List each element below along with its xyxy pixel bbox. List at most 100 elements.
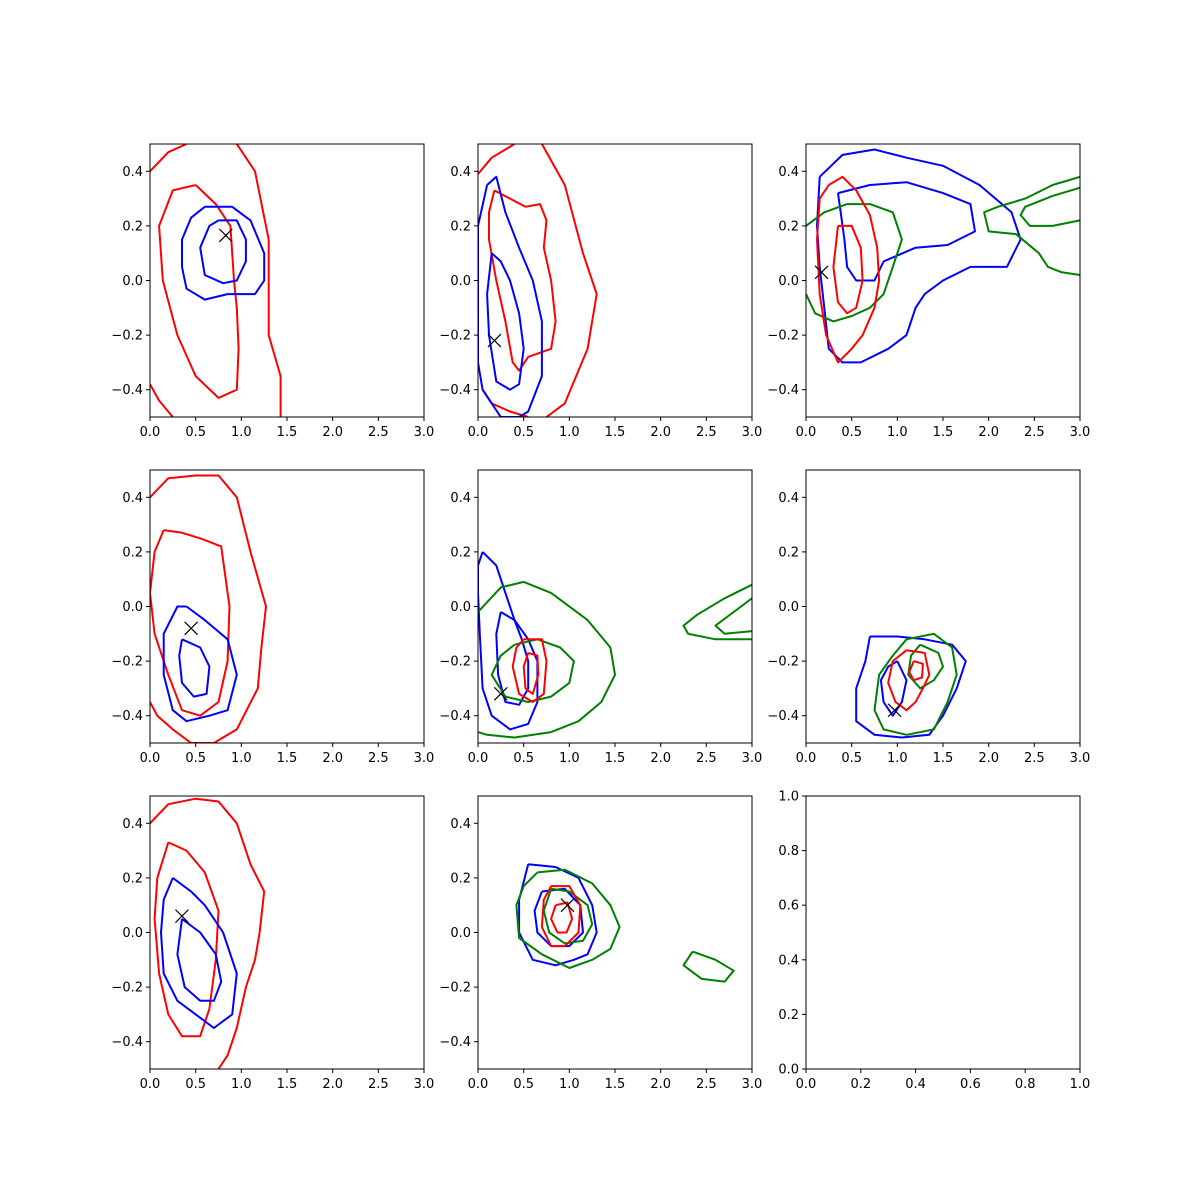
- x-tick-label: 1.5: [933, 751, 954, 766]
- y-tick-label: −0.2: [111, 329, 143, 344]
- x-marker: [887, 703, 902, 718]
- subplot-7: 0.0 0.5 1.0 1.5 2.0 2.5 3.0 −0.4 −0.2 0.0 0.2 0.4: [111, 795, 434, 1092]
- y-tick-label: 0.2: [778, 1008, 799, 1023]
- contour-line-3: [478, 580, 616, 739]
- x-tick-label: 1.5: [933, 425, 954, 440]
- y-tick-label: −0.2: [111, 981, 143, 996]
- axes-frame: [149, 143, 425, 418]
- x-tick-label: 2.5: [696, 1077, 717, 1092]
- x-tick-label: 2.0: [322, 425, 343, 440]
- contour-group: [855, 632, 967, 739]
- x-tick-label: 0.5: [841, 425, 862, 440]
- contour-group: [515, 863, 735, 983]
- x-tick-label: 3.0: [1070, 425, 1091, 440]
- contour-line-4: [176, 918, 223, 1002]
- y-tick-label: −0.2: [767, 655, 799, 670]
- contour-line-1: [150, 144, 187, 172]
- y-tick-label: 0.2: [450, 871, 471, 886]
- contour-line-4: [490, 638, 575, 703]
- contour-line-5: [887, 649, 931, 712]
- y-tick-label: 0.4: [122, 491, 143, 506]
- y-tick-label: −0.2: [111, 655, 143, 670]
- contour-line-2: [150, 529, 231, 717]
- y-tick-label: 1.0: [778, 790, 799, 805]
- y-tick-label: 0.0: [122, 600, 143, 615]
- subplot-3: 0.0 0.5 1.0 1.5 2.0 2.5 3.0 −0.4 −0.2 0.0 0.2 0.4: [767, 143, 1091, 440]
- contour-line-2: [837, 181, 976, 282]
- y-tick-label: −0.4: [111, 1035, 143, 1050]
- x-tick-label: 2.0: [322, 751, 343, 766]
- subplot-8: 0.0 0.5 1.0 1.5 2.0 2.5 3.0 −0.4 −0.2 0.0 0.2 0.4: [439, 795, 762, 1092]
- x-tick-label: 1.0: [1070, 1077, 1091, 1092]
- x-marker: [560, 898, 575, 913]
- contour-line-6: [199, 219, 247, 285]
- x-marker: [184, 621, 199, 636]
- y-tick-label: −0.4: [439, 709, 471, 724]
- y-tick-label: −0.4: [767, 383, 799, 398]
- x-tick-label: 0.0: [796, 1077, 817, 1092]
- x-tick-label: 3.0: [742, 425, 763, 440]
- y-tick-label: 0.0: [778, 1063, 799, 1078]
- x-tick-label: 2.0: [650, 425, 671, 440]
- x-tick-label: 2.5: [1024, 425, 1045, 440]
- x-marker: [814, 265, 829, 280]
- y-tick-label: 0.2: [450, 545, 471, 560]
- contour-line-3: [873, 632, 958, 736]
- contour-line-1: [478, 551, 539, 731]
- contour-group: [478, 551, 752, 739]
- subplot-5: 0.0 0.5 1.0 1.5 2.0 2.5 3.0 −0.4 −0.2 0.0 0.2 0.4: [439, 469, 762, 766]
- contour-line-4: [907, 643, 944, 690]
- contour-line-1: [816, 148, 1022, 364]
- x-tick-label: 2.0: [650, 751, 671, 766]
- y-tick-label: 0.2: [122, 871, 143, 886]
- y-tick-label: 0.6: [778, 899, 799, 914]
- contour-line-2: [879, 660, 908, 717]
- x-tick-label: 1.0: [559, 751, 580, 766]
- x-tick-label: 3.0: [414, 751, 435, 766]
- x-tick-label: 1.5: [605, 1077, 626, 1092]
- x-tick-label: 3.0: [414, 425, 435, 440]
- contour-line-7: [832, 224, 864, 315]
- x-tick-label: 2.5: [696, 425, 717, 440]
- contour-line-3: [806, 203, 903, 323]
- x-tick-label: 1.0: [231, 425, 252, 440]
- y-tick-label: 0.0: [450, 274, 471, 289]
- axes-frame: [149, 795, 425, 1070]
- contour-line-5: [682, 950, 735, 983]
- x-tick-label: 2.5: [368, 751, 389, 766]
- y-tick-label: 0.0: [122, 274, 143, 289]
- y-tick-label: 0.4: [450, 491, 471, 506]
- contour-line-2: [541, 144, 598, 417]
- y-tick-label: −0.2: [439, 981, 471, 996]
- x-tick-label: 1.0: [559, 425, 580, 440]
- axes-frame: [805, 795, 1081, 1070]
- x-tick-label: 1.5: [277, 425, 298, 440]
- x-tick-label: 1.0: [231, 1077, 252, 1092]
- y-tick-label: −0.4: [439, 1035, 471, 1050]
- y-tick-label: −0.2: [767, 329, 799, 344]
- x-tick-label: 1.0: [231, 751, 252, 766]
- x-tick-label: 0.5: [185, 1077, 206, 1092]
- y-tick-label: 0.4: [778, 491, 799, 506]
- y-tick-label: −0.4: [439, 383, 471, 398]
- y-tick-label: 0.0: [778, 600, 799, 615]
- contour-line-7: [511, 638, 548, 703]
- subplot-6: 0.0 0.5 1.0 1.5 2.0 2.5 3.0 −0.4 −0.2 0.0 0.2 0.4: [767, 469, 1090, 766]
- x-tick-label: 0.0: [796, 425, 817, 440]
- contour-line-4: [488, 189, 557, 372]
- x-tick-label: 1.5: [277, 1077, 298, 1092]
- contour-line-6: [714, 597, 752, 635]
- x-tick-label: 1.0: [887, 425, 908, 440]
- y-tick-label: 0.0: [778, 274, 799, 289]
- x-tick-label: 2.0: [322, 1077, 343, 1092]
- y-tick-label: 0.4: [450, 817, 471, 832]
- contour-line-6: [816, 175, 881, 364]
- x-tick-label: 0.2: [850, 1077, 871, 1092]
- axes-frame: [477, 143, 753, 418]
- y-tick-label: 0.4: [778, 953, 799, 968]
- x-tick-label: 0.5: [513, 425, 534, 440]
- x-tick-label: 0.6: [960, 1077, 981, 1092]
- y-tick-label: 0.0: [450, 600, 471, 615]
- contour-group: [150, 474, 267, 743]
- contour-line-4: [178, 638, 211, 698]
